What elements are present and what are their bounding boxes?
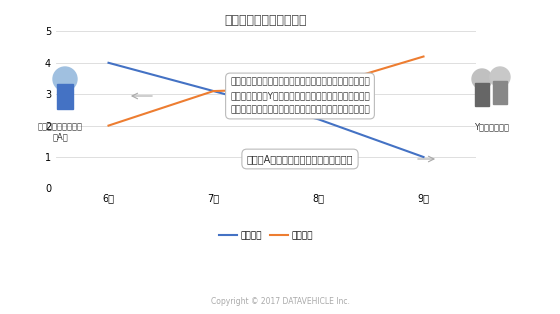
Text: さすがA先生。すぐにとりかかります。: さすがA先生。すぐにとりかかります。 [247, 154, 353, 164]
Text: 観光コンサルタント
のA氏: 観光コンサルタント のA氏 [38, 122, 82, 141]
宿泊客数 [105, 61, 112, 65]
Legend: 宿泊客数, 渋滞回数: 宿泊客数, 渋滞回数 [216, 227, 316, 244]
Text: Y村観光課の人: Y村観光課の人 [474, 122, 510, 131]
Title: 渋滞頻度情報と宿泊客数: 渋滞頻度情報と宿泊客数 [225, 14, 307, 27]
Bar [57, 84, 73, 109]
Text: このグラフから渋滞の発生と宿泊客の相関関係があること
がわかります。Y村は車で訪れる年配の方が多い。それが
彼らを遠ざけたのです。今すぐ渋滞対策を急ぎましょう。: このグラフから渋滞の発生と宿泊客の相関関係があること がわかります。Y村は車で訪… [230, 78, 370, 114]
Circle shape [490, 67, 510, 87]
Circle shape [472, 69, 492, 89]
Circle shape [53, 67, 77, 91]
渋滞回数 [315, 86, 322, 90]
Line: 渋滞回数: 渋滞回数 [109, 57, 423, 126]
渋滞回数 [105, 124, 112, 127]
宿泊客数 [210, 89, 217, 93]
Text: Copyright © 2017 DATAVEHICLE Inc.: Copyright © 2017 DATAVEHICLE Inc. [211, 297, 349, 306]
Line: 宿泊客数: 宿泊客数 [109, 63, 423, 157]
宿泊客数 [315, 117, 322, 121]
Bar [475, 83, 489, 106]
渋滞回数 [420, 55, 427, 58]
Bar [493, 81, 507, 104]
宿泊客数 [420, 155, 427, 159]
渋滞回数 [210, 89, 217, 93]
